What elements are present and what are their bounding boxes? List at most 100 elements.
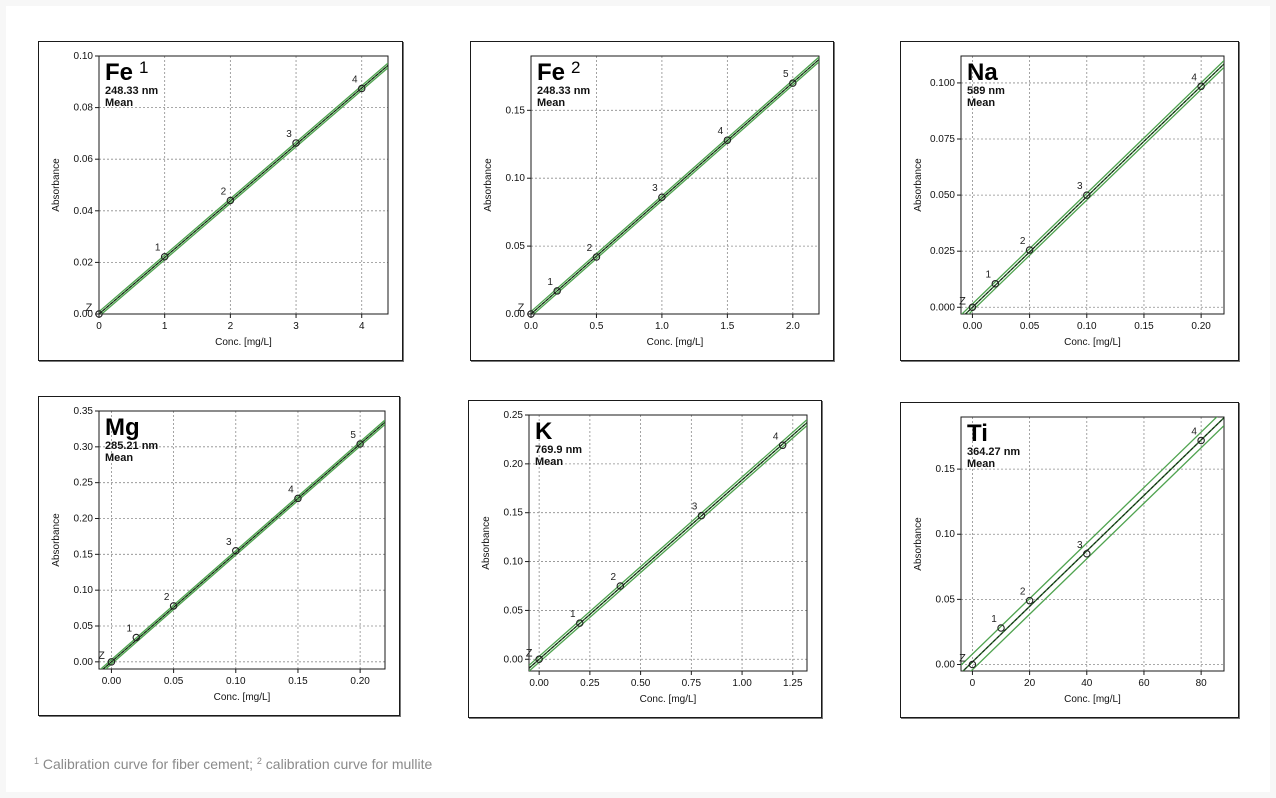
- x-tick-label: 40: [1081, 678, 1093, 689]
- data-point-label: Z: [86, 302, 93, 314]
- y-tick-label: 0.00: [74, 309, 94, 320]
- data-point: [527, 310, 535, 318]
- fit-group: [531, 56, 819, 314]
- element-symbol: Fe: [537, 59, 565, 86]
- data-point: [357, 84, 366, 93]
- y-tick-label: 0.04: [74, 206, 94, 217]
- data-point-label: 1: [127, 623, 133, 634]
- x-tick-label: 0: [970, 678, 976, 689]
- data-point: [658, 193, 666, 201]
- data-point: [169, 602, 178, 610]
- data-point: [616, 582, 625, 590]
- data-point-label: Z: [98, 650, 105, 662]
- data-point: [107, 658, 116, 666]
- confidence-band-lower: [970, 425, 1224, 671]
- y-axis-label: Absorbance: [913, 517, 924, 571]
- data-point-label: 4: [718, 126, 724, 137]
- confidence-band-lower: [100, 67, 388, 314]
- x-tick-label: 0.00: [963, 321, 983, 332]
- x-tick-label: 0.15: [1134, 321, 1154, 332]
- y-tick-label: 0.15: [74, 549, 94, 560]
- element-symbol: Fe: [105, 59, 133, 86]
- x-axis-label: Conc. [mg/L]: [1064, 694, 1121, 705]
- footnote-text-2: calibration curve for mullite: [265, 756, 433, 772]
- data-point: [968, 660, 977, 669]
- confidence-band-lower: [529, 425, 807, 671]
- y-tick-label: 0.25: [504, 410, 524, 421]
- data-point: [553, 287, 561, 295]
- x-axis-label: Conc. [mg/L]: [214, 692, 271, 703]
- chart-svg: 0.00 0.05 0.10 0.15 0.20 0.00 0.05 0.10 0.15 0.20…: [51, 406, 386, 703]
- data-point: [997, 624, 1005, 632]
- x-tick-label: 0.00: [529, 678, 549, 689]
- data-point: [592, 253, 601, 261]
- x-tick-label: 0.10: [1077, 321, 1097, 332]
- data-point: [1025, 596, 1034, 605]
- data-point: [160, 252, 169, 261]
- y-axis-label: Absorbance: [481, 516, 492, 570]
- data-point-label: 1: [155, 243, 161, 254]
- y-tick-label: 0.15: [936, 464, 956, 475]
- statistic-label: Mean: [105, 452, 133, 464]
- statistic-label: Mean: [537, 97, 565, 109]
- x-tick-label: 0.20: [1191, 321, 1211, 332]
- y-axis-label: Absorbance: [51, 513, 62, 567]
- y-tick-label: 0.10: [74, 585, 94, 596]
- x-tick-label: 0.5: [590, 321, 604, 332]
- element-symbol: Ti: [967, 420, 988, 447]
- data-point-label: 3: [1077, 181, 1083, 192]
- data-point: [294, 494, 302, 503]
- data-point: [991, 279, 1000, 288]
- calibration-fit-dashes: [531, 59, 819, 314]
- footnote-mark-1: 1: [34, 756, 40, 766]
- data-point-label: 4: [1191, 426, 1197, 437]
- fit-group: [99, 419, 385, 669]
- y-tick-label: 0.05: [504, 605, 524, 616]
- confidence-band-upper: [961, 60, 1224, 314]
- data-point-label: 2: [1020, 236, 1026, 247]
- y-tick-label: 0.000: [930, 302, 955, 313]
- wavelength-label: 769.9 nm: [535, 444, 582, 456]
- chart-svg: 0.0 0.5 1.0 1.5 2.0 0.00 0.05 0.10 0.15 Conc. [mg…: [483, 55, 820, 348]
- plot-frame: [528, 414, 808, 672]
- data-point-label: 3: [226, 537, 232, 548]
- y-tick-label: 0.00: [506, 309, 526, 320]
- y-tick-label: 0.05: [506, 241, 526, 252]
- x-axis-label: Conc. [mg/L]: [640, 694, 697, 705]
- data-point-label: 4: [288, 484, 294, 495]
- data-point: [356, 440, 364, 448]
- x-tick-label: 3: [293, 321, 299, 332]
- fit-group: [529, 419, 807, 671]
- calibration-fit-dashes: [964, 63, 1224, 314]
- y-tick-label: 0.100: [930, 78, 955, 89]
- x-tick-label: 0.0: [524, 321, 538, 332]
- x-tick-label: 2: [228, 321, 234, 332]
- grid-lines: [529, 414, 807, 671]
- data-point-label: 4: [352, 75, 358, 86]
- grid-lines: [99, 410, 385, 669]
- data-point: [968, 303, 977, 312]
- data-point: [1083, 191, 1091, 199]
- data-point-label: 3: [286, 129, 292, 140]
- footnote: 1 Calibration curve for fiber cement; 2 …: [34, 756, 432, 772]
- y-tick-label: 0.025: [930, 246, 955, 257]
- x-tick-label: 0.05: [164, 676, 184, 687]
- confidence-band-lower: [104, 423, 385, 669]
- y-tick-label: 0.075: [930, 134, 955, 145]
- fit-group: [961, 60, 1224, 314]
- y-tick-label: 0.30: [74, 442, 94, 453]
- y-tick-label: 0.050: [930, 190, 955, 201]
- data-point: [226, 196, 235, 205]
- calibration-chart-mg: 0.00 0.05 0.10 0.15 0.20 0.00 0.05 0.10 0.15 0.20…: [38, 396, 400, 716]
- statistic-label: Mean: [967, 458, 995, 470]
- x-tick-label: 0.00: [102, 676, 122, 687]
- data-point: [778, 441, 787, 450]
- calibration-chart-na: 0.00 0.05 0.10 0.15 0.20 0.000 0.025 0.050 0.075…: [900, 41, 1239, 361]
- data-point-label: 1: [570, 609, 576, 620]
- footnote-mark-2: 2: [256, 756, 262, 766]
- y-tick-label: 0.25: [74, 478, 94, 489]
- data-point-label: Z: [518, 302, 525, 314]
- data-point-label: 2: [221, 186, 227, 197]
- wavelength-label: 589 nm: [967, 85, 1005, 97]
- plot-frame: [960, 55, 1225, 315]
